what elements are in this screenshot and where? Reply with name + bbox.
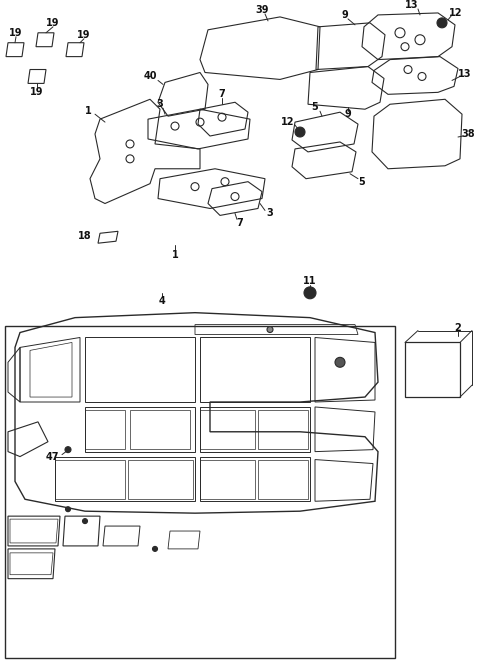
Text: 19: 19: [9, 28, 23, 38]
Circle shape: [153, 546, 157, 552]
Text: 3: 3: [156, 99, 163, 109]
Circle shape: [65, 447, 71, 453]
Bar: [5, 325, 395, 658]
Text: 11: 11: [303, 276, 317, 286]
Text: 2: 2: [455, 323, 461, 333]
Text: 7: 7: [218, 89, 226, 99]
Text: 19: 19: [30, 87, 44, 97]
Text: 1: 1: [172, 250, 179, 260]
Circle shape: [335, 358, 345, 368]
Text: 5: 5: [359, 177, 365, 187]
Text: 19: 19: [77, 30, 91, 40]
Text: 18: 18: [78, 231, 92, 241]
Text: 12: 12: [281, 117, 295, 127]
Text: 4: 4: [158, 295, 166, 305]
Text: 1: 1: [84, 106, 91, 116]
Text: 13: 13: [405, 0, 419, 10]
Circle shape: [295, 127, 305, 137]
Text: 5: 5: [312, 102, 318, 112]
Text: 7: 7: [237, 218, 243, 228]
Text: 12: 12: [449, 8, 463, 18]
Circle shape: [437, 18, 447, 28]
Text: 9: 9: [345, 109, 351, 119]
Text: 39: 39: [255, 5, 269, 15]
Circle shape: [304, 287, 316, 299]
Text: 3: 3: [266, 208, 274, 218]
Circle shape: [83, 519, 87, 524]
Circle shape: [267, 327, 273, 333]
Text: 38: 38: [461, 129, 475, 139]
Text: 19: 19: [46, 18, 60, 28]
Text: 9: 9: [342, 10, 348, 20]
Text: 47: 47: [45, 452, 59, 462]
Circle shape: [65, 507, 71, 512]
Text: 13: 13: [458, 69, 472, 79]
Text: 40: 40: [143, 71, 157, 81]
